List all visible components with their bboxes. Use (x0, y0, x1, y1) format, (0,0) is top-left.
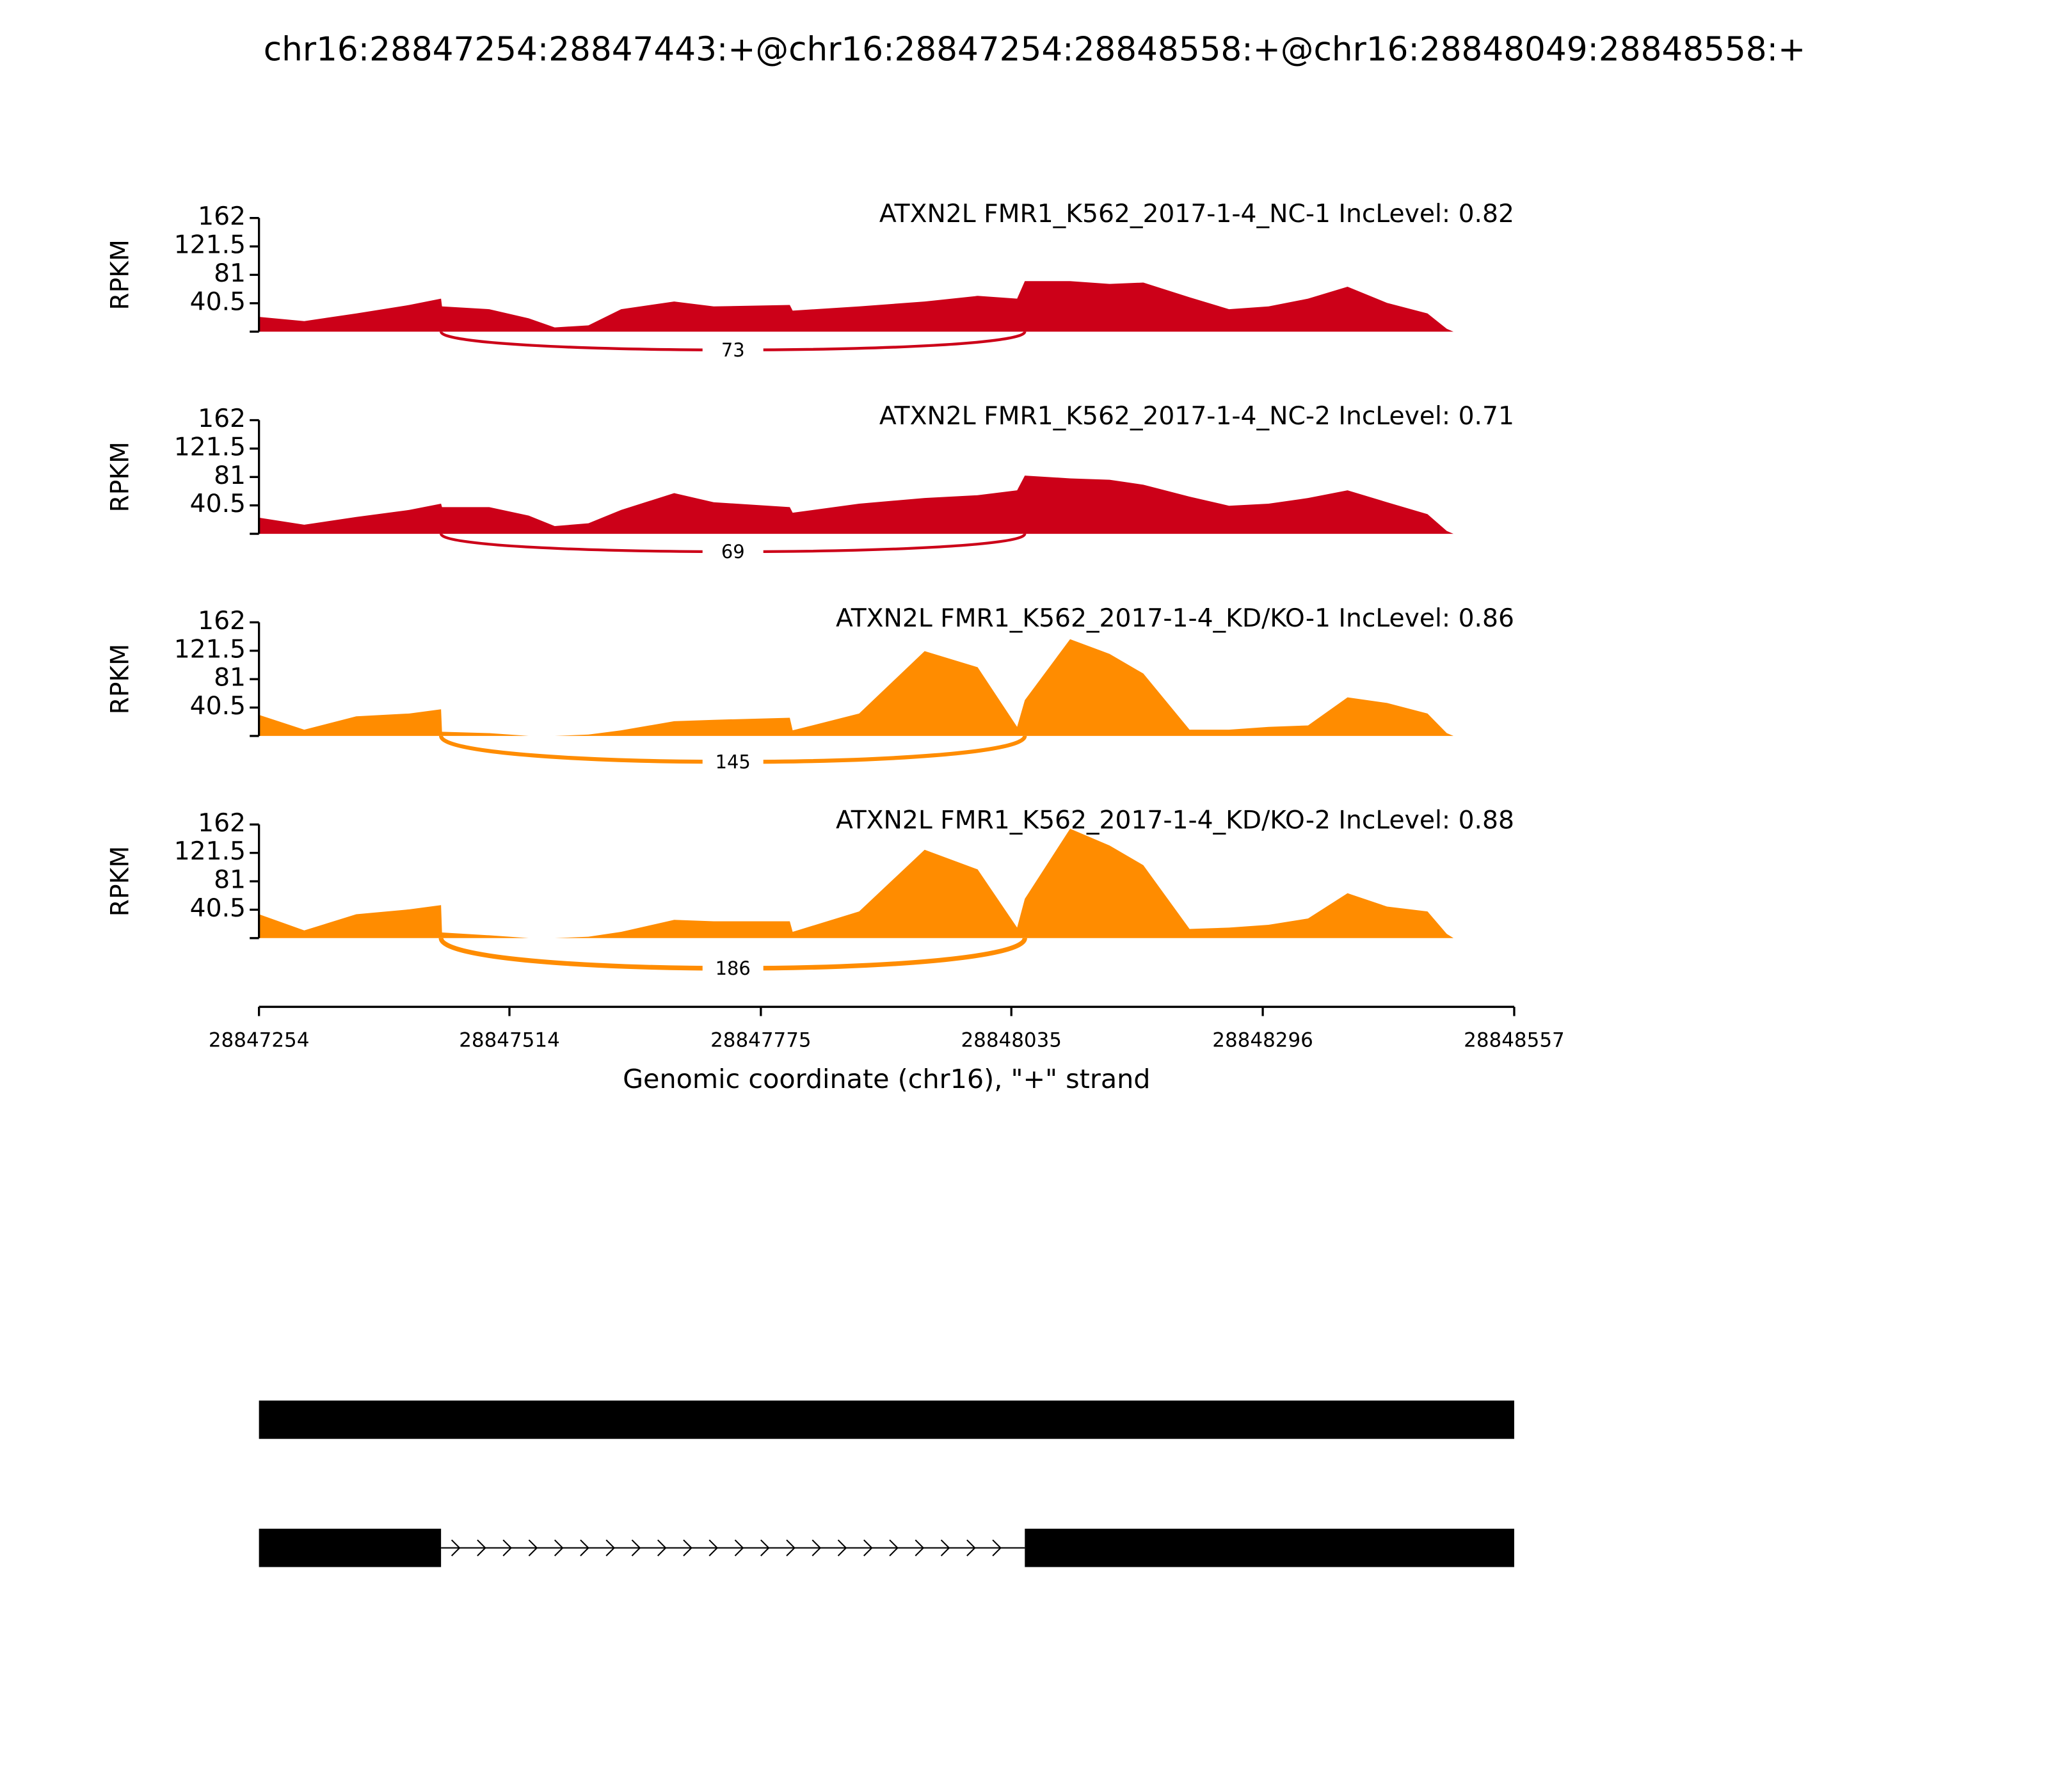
strand-chevron (683, 1539, 692, 1556)
strand-chevron (734, 1539, 744, 1556)
coverage-area (259, 639, 1514, 736)
y-tick-label: 40.5 (190, 692, 246, 721)
exon (1025, 1528, 1514, 1567)
strand-chevron (554, 1539, 564, 1556)
strand-chevron (477, 1539, 486, 1556)
coverage-area (259, 281, 1514, 332)
strand-chevron (915, 1539, 925, 1556)
junction-label-box (702, 749, 764, 774)
strand-chevron (786, 1539, 796, 1556)
junction-label-box (702, 956, 764, 980)
strand-chevron (863, 1539, 873, 1556)
junction-label-box (702, 338, 764, 362)
coverage-area (259, 828, 1514, 938)
junction-count: 69 (721, 541, 745, 563)
y-tick-label: 162 (198, 607, 246, 636)
y-tick-label: 81 (214, 664, 246, 692)
y-tick-label: 121.5 (174, 635, 246, 664)
y-tick-label: 121.5 (174, 231, 246, 260)
x-tick-label: 28847775 (710, 1028, 812, 1052)
y-tick-label: 121.5 (174, 433, 246, 461)
x-axis-label: Genomic coordinate (chr16), "+" strand (623, 1064, 1150, 1094)
x-tick-label: 28848296 (1212, 1028, 1313, 1052)
strand-chevron (837, 1539, 847, 1556)
y-tick-label: 40.5 (190, 490, 246, 518)
strand-chevron (605, 1539, 616, 1556)
strand-chevron (451, 1539, 461, 1556)
x-tick-label: 28848557 (1464, 1028, 1565, 1052)
y-tick-label: 162 (198, 809, 246, 838)
strand-chevron (966, 1539, 976, 1556)
strand-chevron (940, 1539, 950, 1556)
strand-chevron (992, 1539, 1002, 1556)
strand-chevron (889, 1539, 899, 1556)
y-tick-label: 40.5 (190, 894, 246, 923)
strand-chevron (760, 1539, 770, 1556)
strand-chevron (631, 1539, 641, 1556)
x-tick-label: 28847254 (209, 1028, 310, 1052)
x-tick-label: 28847514 (459, 1028, 560, 1052)
y-tick-label: 162 (198, 404, 246, 433)
x-tick-label: 28848035 (961, 1028, 1062, 1052)
y-tick-label: 162 (198, 202, 246, 231)
track-label: ATXN2L FMR1_K562_2017-1-4_KD/KO-1 IncLev… (836, 604, 1514, 633)
coverage-area (259, 476, 1514, 534)
y-tick-label: 81 (214, 866, 246, 895)
junction-count: 145 (716, 751, 751, 772)
y-axis-label: RPKM (106, 442, 134, 512)
track-label: ATXN2L FMR1_K562_2017-1-4_KD/KO-2 IncLev… (836, 806, 1514, 835)
track-label: ATXN2L FMR1_K562_2017-1-4_NC-2 IncLevel:… (879, 402, 1514, 431)
y-axis-label: RPKM (106, 644, 134, 714)
strand-chevron (502, 1539, 513, 1556)
y-tick-label: 81 (214, 461, 246, 490)
y-tick-label: 121.5 (174, 837, 246, 866)
strand-chevron (708, 1539, 719, 1556)
junction-count: 186 (716, 957, 751, 979)
strand-chevron (812, 1539, 822, 1556)
y-tick-label: 81 (214, 259, 246, 288)
track-label: ATXN2L FMR1_K562_2017-1-4_NC-1 IncLevel:… (879, 200, 1514, 228)
junction-label-box (702, 540, 764, 564)
strand-chevron (657, 1539, 667, 1556)
exon (259, 1400, 1514, 1439)
junction-count: 73 (721, 339, 745, 361)
strand-chevron (528, 1539, 538, 1556)
y-tick-label: 40.5 (190, 287, 246, 316)
y-axis-label: RPKM (106, 846, 134, 916)
y-axis-label: RPKM (106, 239, 134, 310)
chart-title: chr16:28847254:28847443:+@chr16:28847254… (264, 31, 1805, 69)
strand-chevron (580, 1539, 589, 1556)
exon (259, 1528, 442, 1567)
